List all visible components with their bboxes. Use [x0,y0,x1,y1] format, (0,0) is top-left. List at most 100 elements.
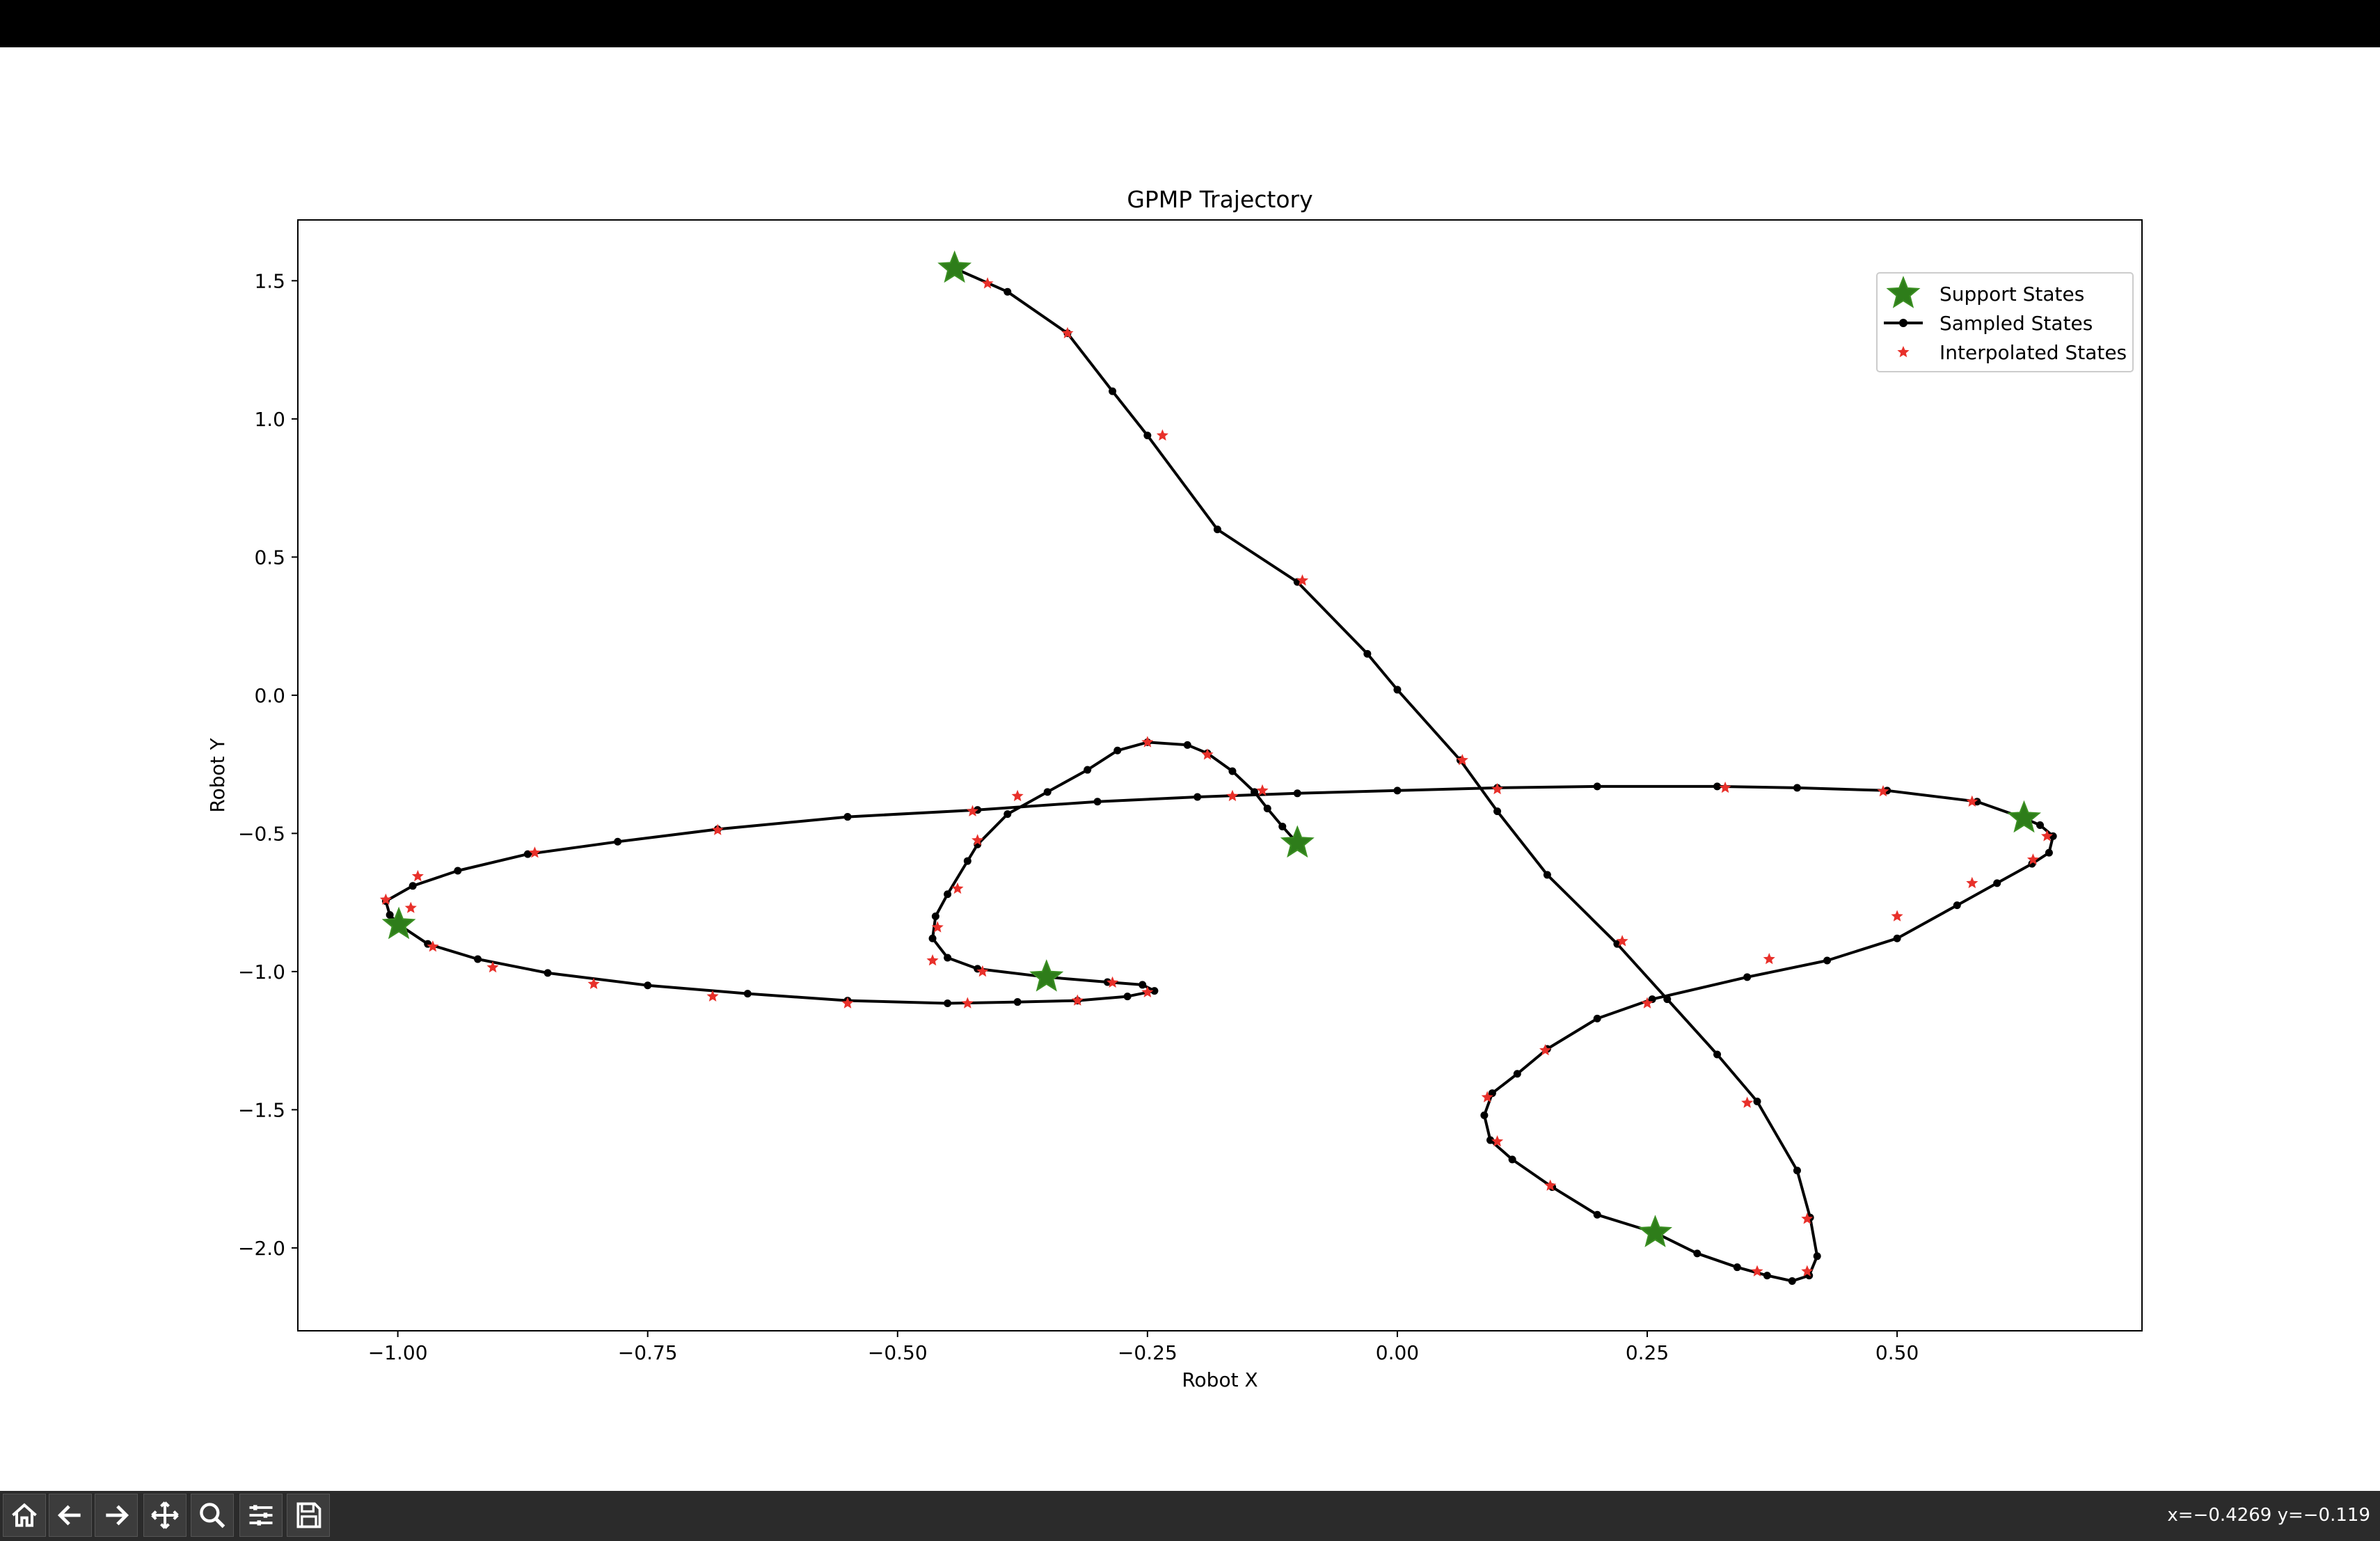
sampled-state-point [944,954,952,962]
configure-icon [249,1505,273,1526]
legend-sampled-marker [1899,319,1907,327]
interpolated-state-marker [1891,910,1903,922]
support-state-marker [937,250,972,283]
sampled-state-point [1823,956,1832,965]
sampled-state-point [1363,649,1372,658]
y-tick-label: 0.5 [254,546,285,569]
interpolated-state-marker [931,921,944,933]
back-button[interactable] [49,1494,92,1537]
legend-interpolated-marker [1897,346,1910,358]
sampled-state-point [1508,1155,1516,1164]
sampled-state-point [1093,798,1102,806]
sampled-state-point [1013,998,1022,1006]
save-icon [296,1502,322,1528]
interpolated-state-marker [528,846,541,858]
sampled-state-point [386,910,394,919]
interpolated-state-marker [1751,1265,1763,1277]
plot-svg: GPMP Trajectory −1.00 −0.75 −0.50 −0.25 0.00… [206,186,2143,1391]
interpolated-state-marker [1106,976,1119,988]
home-icon [12,1503,37,1527]
interpolated-state-marker [1741,1096,1754,1108]
interpolated-state-marker [961,997,974,1009]
configure-subplots-button[interactable] [239,1494,283,1537]
interpolated-state-marker [1296,574,1309,586]
sampled-state-point [1593,1014,1601,1022]
sampled-state-point [1793,1167,1801,1175]
interpolated-state-marker [2026,853,2039,865]
sampled-state-point [1488,1089,1496,1098]
interpolated-state-marker [1491,1135,1504,1147]
sampled-state-point [1813,1252,1821,1261]
navigation-toolbar: x=−0.4269 y=−0.119 [0,1491,2380,1541]
sampled-state-point [544,969,552,977]
sampled-state-point [1183,741,1191,749]
x-axis-label: Robot X [1182,1368,1258,1391]
sampled-state-point [1993,879,2001,887]
interpolated-state-marker [1641,997,1653,1009]
zoom-button[interactable] [191,1494,234,1537]
sampled-state-point [1713,1050,1722,1059]
home-button[interactable] [3,1494,46,1537]
sampled-state-point [1593,782,1601,791]
sampled-state-point [1103,978,1111,986]
interpolated-state-marker [1491,782,1504,795]
y-tick-label: 0.0 [254,684,285,707]
interpolated-state-marker [427,940,439,952]
x-tick-label: −0.50 [868,1341,928,1364]
interpolated-state-marker [1877,785,1889,797]
interpolated-state-marker [1966,876,1978,889]
sampled-state-point [1139,981,1147,989]
sampled-state-point [1743,973,1752,981]
interpolated-state-marker [1011,789,1024,802]
interpolated-state-marker [404,901,417,913]
interpolated-state-marker [1801,1265,1814,1277]
support-state-marker [1029,959,1064,992]
interpolated-state-marker [1201,748,1214,760]
sampled-state-point [1893,934,1901,942]
support-state-marker [1280,825,1315,858]
y-tick-label: −1.0 [238,961,285,983]
pan-button[interactable] [143,1494,187,1537]
axes: −1.00 −0.75 −0.50 −0.25 0.00 0.25 0.50 1.5 1.0 0.… [238,219,2143,1364]
back-icon [57,1505,81,1526]
x-tick-label: −0.75 [618,1341,678,1364]
interpolated-state-marker [1763,953,1775,965]
sampled-state-point [1753,1097,1761,1105]
interpolated-state-marker [1141,986,1154,997]
sampled-state-point [1293,789,1301,798]
sampled-state-point [1193,793,1202,801]
forward-icon [106,1505,129,1526]
interpolated-state-marker [486,961,499,973]
support-state-marker [2007,800,2041,833]
x-tick-label: 0.00 [1376,1341,1419,1364]
sampled-state-point [1003,287,1012,296]
interpolated-state-marker [587,977,600,989]
save-button[interactable] [287,1494,330,1537]
sampled-state-point [614,837,622,846]
data-series [379,250,2057,1286]
interpolated-state-marker [1719,781,1731,793]
y-tick-label: 1.0 [254,408,285,431]
legend: Support States Sampled States Interpolated… [1876,272,2134,372]
forward-button[interactable] [95,1494,138,1537]
sampled-state-point [1648,995,1656,1004]
plot-frame [297,219,2143,1331]
interpolated-state-marker [951,882,964,894]
sampled-state-point [928,934,937,942]
sampled-state-point [931,912,939,920]
interpolated-state-marker [1071,994,1084,1006]
sampled-state-point [1693,1249,1701,1258]
sampled-state-point [1251,788,1259,796]
sampled-state-point [1143,432,1152,440]
legend-label: Support States [1939,283,2084,306]
sampled-state-point [644,981,652,990]
sampled-state-point [1393,686,1402,694]
legend-label: Interpolated States [1939,341,2127,364]
y-tick-label: 1.5 [254,269,285,292]
figure-canvas[interactable]: GPMP Trajectory −1.00 −0.75 −0.50 −0.25 0.00… [0,47,2380,1491]
sampled-state-point [523,850,532,858]
y-tick-label: −0.5 [238,822,285,845]
legend-label: Sampled States [1939,312,2093,335]
sampled-state-point [2045,848,2053,857]
sampled-state-point [1213,525,1221,534]
